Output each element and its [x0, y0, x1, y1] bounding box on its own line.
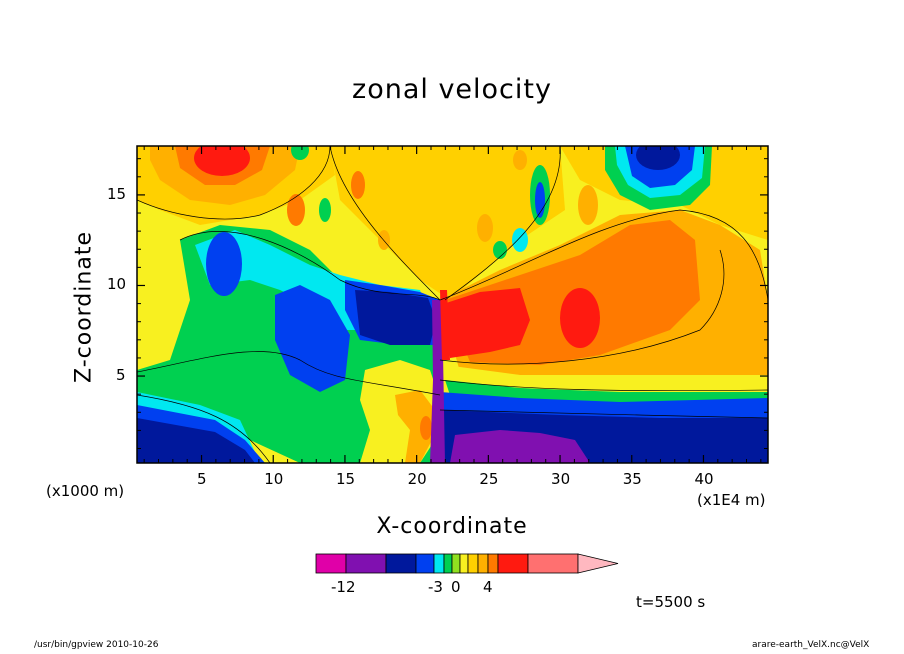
colorbar-swatch	[527, 553, 579, 574]
y-tick-label: 15	[107, 184, 127, 203]
colorbar	[315, 553, 619, 574]
colorbar-swatch	[477, 553, 489, 574]
colorbar-swatch	[415, 553, 435, 574]
footer-source: arare-earth_VelX.nc@VelX	[752, 640, 870, 650]
contour-band-left-blue-blob	[206, 232, 242, 296]
contour-band-east-jet-inner	[440, 288, 530, 358]
plot-frame	[136, 145, 769, 464]
contour-cell-c	[351, 171, 365, 199]
contour-band-mid-blue	[275, 285, 350, 392]
contour-band-lower-right-purple	[450, 430, 590, 463]
contour-cell-g	[512, 228, 528, 252]
contour-band-west-jet-core	[355, 290, 436, 345]
x-axis-label: X-coordinate	[376, 514, 528, 539]
contour-cell-k	[291, 146, 309, 160]
contour-band-east-jet-core-right	[560, 288, 600, 348]
contour-band-lower-right-blue	[440, 392, 768, 420]
colorbar-swatch	[467, 553, 479, 574]
contour-lines	[137, 146, 768, 463]
y-tick-label: 5	[116, 366, 126, 385]
colorbar-tick-label: 4	[483, 578, 493, 596]
x-unit-note: (x1000 m)	[46, 482, 125, 500]
chart-title: zonal velocity	[352, 74, 552, 105]
x-tick-label: 30	[551, 470, 571, 488]
colorbar-swatch	[385, 553, 417, 574]
x-tick-label: 5	[197, 470, 207, 488]
contour-cell-b	[319, 198, 331, 222]
y-tick-label: 10	[107, 275, 127, 294]
colorbar-swatch	[497, 553, 529, 574]
colorbar-swatch	[443, 553, 453, 574]
colorbar-swatch	[459, 553, 469, 574]
contour-band-left-navy	[137, 418, 255, 463]
x-tick-label: 40	[694, 470, 714, 488]
time-label: t=5500 s	[636, 593, 706, 611]
contour-cell-d	[378, 230, 390, 250]
colorbar-swatch	[433, 553, 445, 574]
x-tick-label: 15	[335, 470, 356, 488]
contour-band-low-middle-red	[420, 416, 432, 440]
contour-cell-i	[477, 214, 493, 242]
contour-core-upper-left	[194, 146, 250, 176]
x-tick-label: 35	[622, 470, 642, 488]
contour-band-low-middle-orange	[395, 390, 435, 463]
footer-command: /usr/bin/gpview 2010-10-26	[34, 640, 159, 650]
colorbar-tick-label: -3	[428, 578, 443, 596]
y-ticks	[137, 158, 768, 450]
x-scale-note: (x1E4 m)	[697, 491, 766, 509]
contour-cell-j	[578, 185, 598, 225]
contour-field	[137, 146, 768, 463]
colorbar-tick-label: -12	[331, 578, 356, 596]
x-ticks	[143, 146, 762, 463]
contour-band-shear-red	[440, 290, 450, 360]
x-tick-label: 25	[479, 470, 499, 488]
contour-band-central-fan	[330, 146, 565, 300]
colorbar-swatch	[315, 553, 347, 574]
y-axis-label: Z-coordinate	[71, 231, 97, 383]
contour-cell-h	[493, 241, 507, 259]
colorbar-swatch	[345, 553, 387, 574]
colorbar-swatch	[451, 553, 461, 574]
contour-core-upper-right	[636, 146, 680, 170]
x-tick-label: 20	[407, 470, 427, 488]
colorbar-tick-label: 0	[451, 578, 461, 596]
colorbar-arrow	[577, 553, 619, 574]
colorbar-swatch	[487, 553, 499, 574]
contour-band-shear-purple	[430, 300, 445, 463]
contour-cell-l	[513, 150, 527, 170]
x-tick-label: 10	[264, 470, 284, 488]
contour-cell-a	[287, 194, 305, 226]
